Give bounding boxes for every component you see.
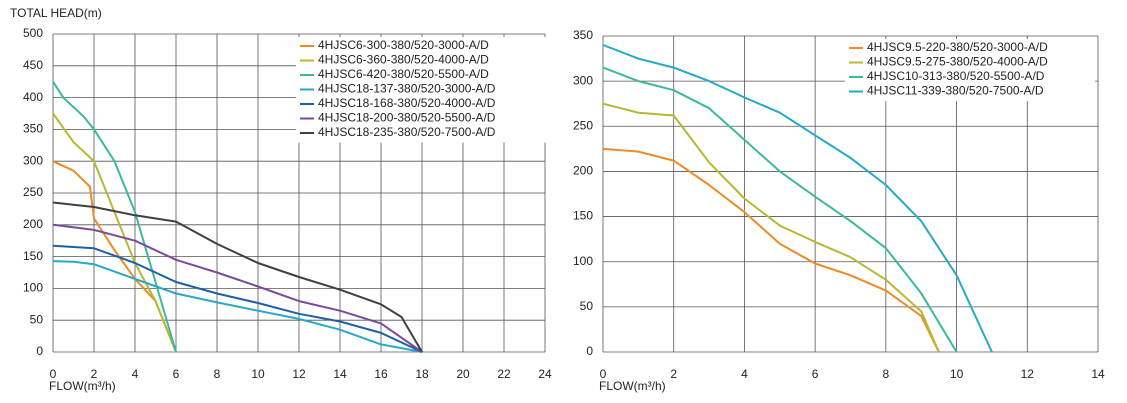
- x-tick-label: 2: [670, 367, 677, 381]
- series-line: [602, 44, 993, 353]
- legend-label: 4HJSC10-313-380/520-5500-A/D: [867, 69, 1045, 83]
- y-tick-label: 100: [23, 281, 43, 295]
- legend-label: 4HJSC18-168-380/520-4000-A/D: [318, 96, 496, 110]
- y-tick-label: 0: [586, 344, 593, 358]
- y-tick-label: 150: [573, 209, 593, 223]
- legend-label: 4HJSC11-339-380/520-7500-A/D: [867, 84, 1044, 98]
- y-tick-label: 0: [36, 344, 43, 358]
- series-line: [602, 147, 940, 353]
- y-tick-label: 200: [23, 217, 43, 231]
- x-tick-label: 16: [374, 367, 388, 381]
- x-tick-label: 8: [214, 367, 221, 381]
- x-tick-label: 24: [538, 367, 552, 381]
- x-axis-label: FLOW(m³/h): [599, 379, 666, 393]
- series-line: [602, 66, 958, 353]
- y-tick-label: 350: [573, 28, 593, 42]
- x-tick-label: 10: [251, 367, 265, 381]
- y-tick-label: 350: [23, 122, 43, 136]
- legend-label: 4HJSC18-137-380/520-3000-A/D: [318, 82, 496, 96]
- legend-box: [845, 39, 1095, 101]
- y-tick-label: 150: [23, 249, 43, 263]
- series-line: [52, 201, 423, 353]
- series-line: [602, 102, 940, 353]
- x-tick-label: 14: [1091, 367, 1105, 381]
- x-tick-label: 0: [50, 367, 57, 381]
- series-line: [52, 160, 177, 353]
- legend-label: 4HJSC9.5-220-380/520-3000-A/D: [867, 40, 1048, 54]
- y-tick-label: 300: [573, 73, 593, 87]
- x-tick-label: 8: [883, 367, 890, 381]
- x-axis-label: FLOW(m³/h): [49, 379, 116, 393]
- legend-label: 4HJSC18-200-380/520-5500-A/D: [318, 111, 496, 125]
- x-tick-label: 14: [333, 367, 347, 381]
- legend-label: 4HJSC18-235-380/520-7500-A/D: [318, 125, 496, 139]
- x-tick-label: 10: [950, 367, 964, 381]
- y-tick-label: 50: [30, 312, 44, 326]
- series-line: [52, 223, 423, 353]
- y-axis-label: TOTAL HEAD(m): [10, 6, 102, 20]
- x-tick-label: 0: [600, 367, 607, 381]
- x-tick-label: 22: [497, 367, 511, 381]
- y-tick-label: 50: [580, 299, 594, 313]
- series-line: [52, 244, 423, 353]
- y-tick-label: 300: [23, 153, 43, 167]
- x-tick-label: 12: [1021, 367, 1035, 381]
- series-line: [52, 112, 177, 353]
- y-tick-label: 100: [573, 254, 593, 268]
- x-tick-label: 18: [415, 367, 429, 381]
- y-tick-label: 400: [23, 90, 43, 104]
- legend-box: [296, 37, 546, 143]
- y-tick-label: 250: [23, 185, 43, 199]
- y-tick-label: 200: [573, 164, 593, 178]
- series-line: [52, 81, 177, 353]
- legend-label: 4HJSC6-360-380/520-4000-A/D: [318, 53, 489, 67]
- x-tick-label: 6: [173, 367, 180, 381]
- x-tick-label: 2: [91, 367, 98, 381]
- x-tick-label: 20: [456, 367, 470, 381]
- series-line: [52, 260, 423, 353]
- x-tick-label: 12: [292, 367, 306, 381]
- x-tick-label: 6: [812, 367, 819, 381]
- legend-label: 4HJSC6-420-380/520-5500-A/D: [318, 67, 489, 81]
- legend-label: 4HJSC9.5-275-380/520-4000-A/D: [867, 55, 1048, 69]
- y-tick-label: 450: [23, 58, 43, 72]
- x-tick-label: 4: [132, 367, 139, 381]
- legend-label: 4HJSC6-300-380/520-3000-A/D: [318, 38, 489, 52]
- x-tick-label: 4: [741, 367, 748, 381]
- y-tick-label: 500: [23, 26, 43, 40]
- y-tick-label: 250: [573, 118, 593, 132]
